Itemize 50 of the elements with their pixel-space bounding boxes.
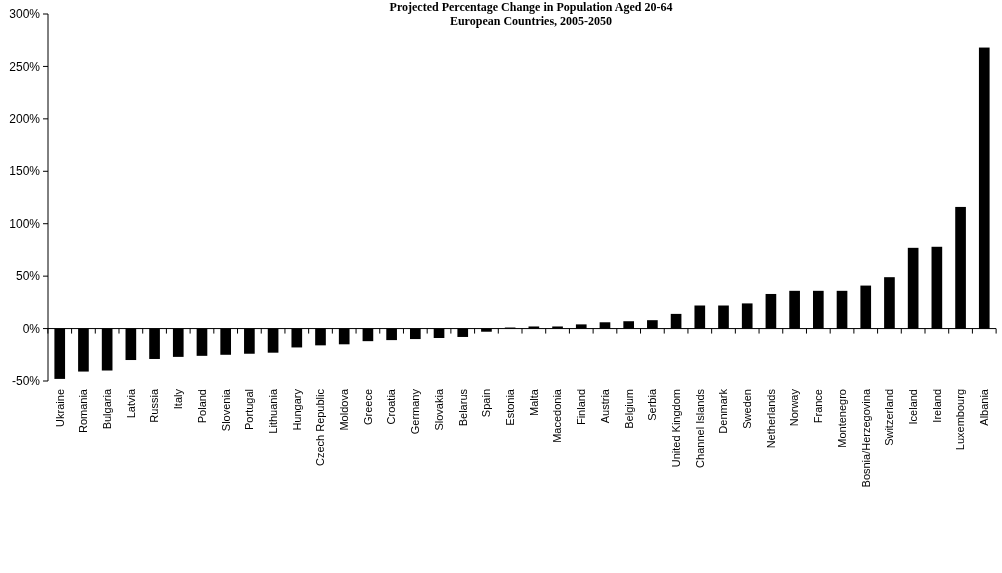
- x-tick-label: Austria: [598, 388, 611, 424]
- x-tick-label: Denmark: [717, 388, 730, 434]
- x-tick-label: Latvia: [124, 388, 137, 419]
- y-tick-label: -50%: [11, 374, 41, 389]
- x-tick-label: Italy: [172, 388, 185, 410]
- x-tick-label: Estonia: [504, 388, 516, 426]
- y-tick-label: 300%: [9, 7, 41, 22]
- y-tick-label: 250%: [9, 59, 41, 74]
- x-tick-label: Croatia: [385, 388, 398, 425]
- y-tick-label: 150%: [9, 164, 41, 179]
- x-tick-label: Germany: [409, 388, 422, 435]
- y-tick-label: 50%: [15, 269, 41, 284]
- chart-title: Projected Percentage Change in Population Aged 20-64: [389, 0, 673, 14]
- x-tick-label: Switzerland: [883, 389, 896, 446]
- x-tick-label: France: [812, 389, 825, 424]
- x-tick-label: Slovenia: [219, 388, 232, 432]
- x-tick-label: United Kingdom: [669, 389, 682, 468]
- x-tick-label: Albania: [978, 388, 991, 426]
- x-tick-label: Malta: [527, 388, 540, 416]
- x-tick-label: Poland: [195, 389, 208, 424]
- x-tick-label: Macedonia: [551, 388, 564, 443]
- x-tick-label: Lithuania: [266, 388, 279, 434]
- y-tick-label: 0%: [22, 321, 41, 336]
- x-tick-label: Belarus: [456, 388, 469, 427]
- x-tick-label: Hungary: [290, 388, 303, 431]
- x-tick-label: Netherlands: [764, 388, 777, 449]
- x-tick-label: Ukraine: [53, 389, 66, 427]
- x-tick-label: Moldova: [338, 388, 351, 431]
- x-tick-label: Russia: [148, 388, 161, 423]
- x-tick-label: Channel Islands: [693, 388, 706, 468]
- x-tick-label: Bosnia/Herzegovina: [859, 388, 872, 488]
- x-tick-label: Belgium: [622, 389, 635, 429]
- x-tick-label: Portugal: [243, 389, 256, 430]
- x-tick-label: Serbia: [646, 388, 659, 421]
- x-tick-label: Romania: [77, 388, 90, 434]
- x-tick-label: Montenegro: [835, 389, 848, 448]
- x-tick-label: Norway: [788, 388, 801, 427]
- x-tick-label: Sweden: [741, 389, 754, 429]
- x-tick-label: Luxembourg: [954, 389, 967, 451]
- x-tick-label: Bulgaria: [101, 388, 113, 430]
- x-tick-label: Ireland: [930, 389, 943, 423]
- x-tick-label: Slovakia: [432, 388, 445, 431]
- x-tick-label: Greece: [361, 389, 374, 426]
- x-tick-label: Finland: [575, 389, 588, 426]
- x-tick-label: Spain: [480, 389, 493, 418]
- y-tick-label: 200%: [9, 112, 41, 127]
- x-tick-label: Iceland: [907, 389, 919, 425]
- y-tick-label: 100%: [9, 216, 41, 231]
- chart-subtitle: European Countries, 2005-2050: [449, 14, 613, 28]
- x-tick-label: Czech Republic: [314, 388, 327, 467]
